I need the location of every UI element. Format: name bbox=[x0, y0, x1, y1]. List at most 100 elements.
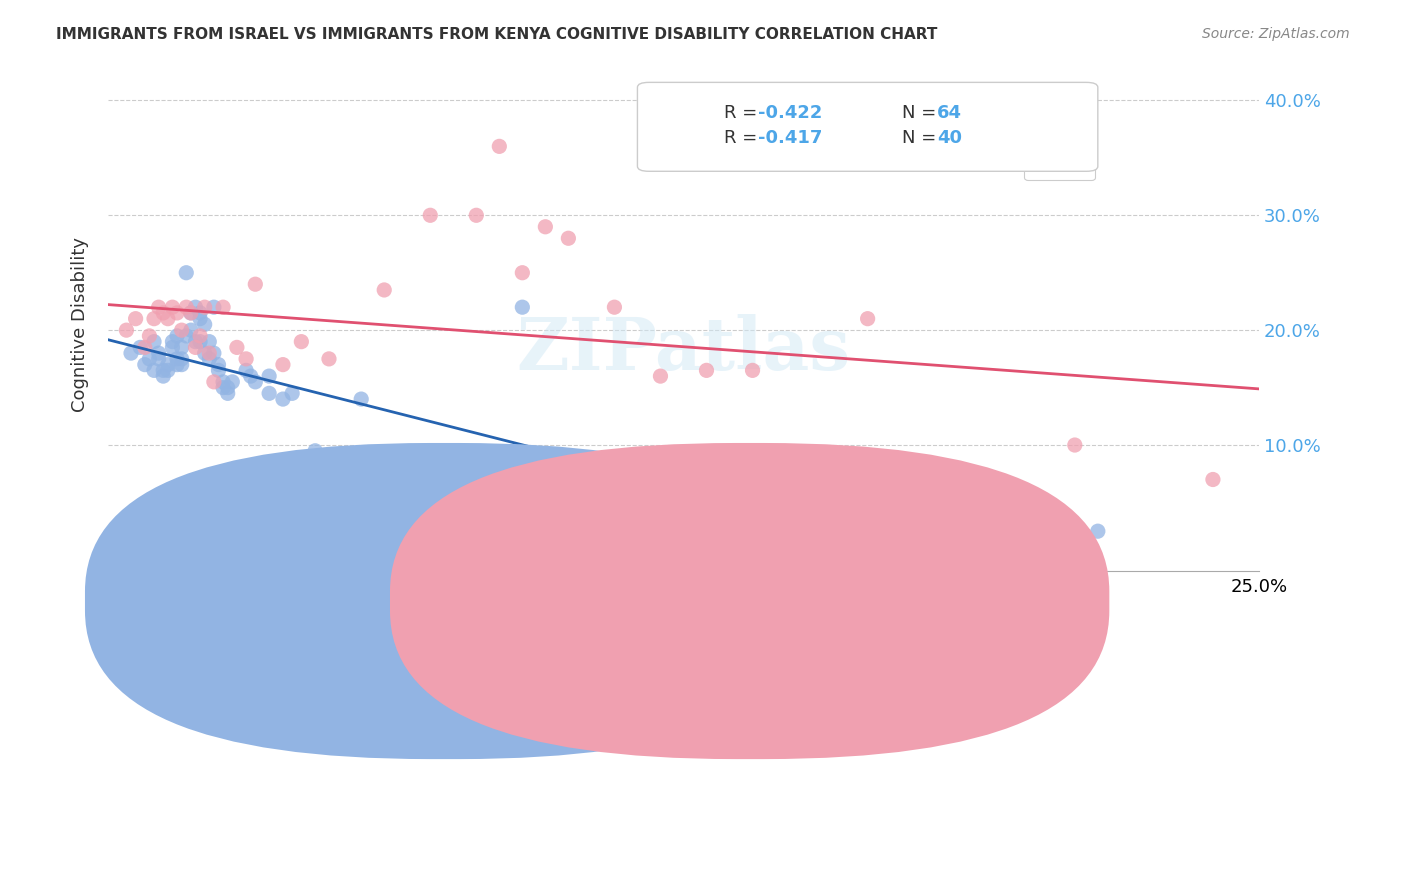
Point bbox=[1202, 473, 1225, 487]
Point bbox=[156, 358, 179, 372]
Point bbox=[143, 334, 166, 349]
Point bbox=[124, 311, 146, 326]
FancyBboxPatch shape bbox=[84, 443, 804, 759]
Point bbox=[170, 340, 193, 354]
Point bbox=[194, 346, 217, 360]
Point bbox=[166, 351, 188, 366]
Point bbox=[1063, 438, 1085, 452]
Point bbox=[138, 351, 160, 366]
Point bbox=[188, 311, 211, 326]
Point bbox=[245, 375, 267, 389]
Point bbox=[245, 277, 267, 292]
Point bbox=[650, 369, 672, 384]
Point bbox=[212, 381, 235, 395]
Point bbox=[188, 334, 211, 349]
Point bbox=[534, 219, 557, 234]
Point bbox=[488, 139, 510, 153]
Point bbox=[184, 340, 207, 354]
Point bbox=[180, 323, 202, 337]
Point bbox=[170, 351, 193, 366]
Text: ZIPatlas: ZIPatlas bbox=[516, 314, 851, 384]
Point bbox=[166, 306, 188, 320]
Point bbox=[148, 351, 170, 366]
Point bbox=[148, 346, 170, 360]
Point bbox=[152, 363, 174, 377]
Point bbox=[221, 375, 243, 389]
Text: R =: R = bbox=[724, 104, 763, 122]
Point bbox=[148, 300, 170, 314]
Point bbox=[396, 507, 419, 521]
Point bbox=[512, 300, 534, 314]
Point bbox=[143, 311, 166, 326]
Point bbox=[166, 329, 188, 343]
Text: -0.422: -0.422 bbox=[758, 104, 823, 122]
Y-axis label: Cognitive Disability: Cognitive Disability bbox=[72, 237, 89, 412]
Point bbox=[115, 323, 138, 337]
Point bbox=[184, 300, 207, 314]
Point bbox=[198, 346, 221, 360]
Point bbox=[695, 507, 717, 521]
Text: N =: N = bbox=[903, 104, 942, 122]
Point bbox=[134, 358, 156, 372]
Point bbox=[207, 363, 229, 377]
Point bbox=[225, 340, 247, 354]
Point bbox=[170, 323, 193, 337]
Point bbox=[180, 306, 202, 320]
Point bbox=[212, 300, 235, 314]
Point bbox=[328, 455, 350, 469]
Point bbox=[202, 300, 225, 314]
Point bbox=[162, 300, 184, 314]
Point bbox=[174, 300, 197, 314]
Point bbox=[488, 490, 510, 504]
Point bbox=[350, 392, 373, 406]
FancyBboxPatch shape bbox=[389, 443, 1109, 759]
Text: Source: ZipAtlas.com: Source: ZipAtlas.com bbox=[1202, 27, 1350, 41]
Point bbox=[170, 358, 193, 372]
Text: -0.417: -0.417 bbox=[758, 129, 823, 147]
Point bbox=[419, 208, 441, 222]
Point bbox=[465, 208, 488, 222]
Point bbox=[695, 363, 717, 377]
Text: Immigrants from Kenya: Immigrants from Kenya bbox=[758, 606, 953, 624]
Point bbox=[557, 231, 579, 245]
Point bbox=[174, 266, 197, 280]
Point bbox=[557, 478, 579, 492]
Point bbox=[207, 358, 229, 372]
Point bbox=[949, 518, 972, 533]
Point bbox=[257, 369, 280, 384]
Point bbox=[290, 334, 312, 349]
Point bbox=[1087, 524, 1109, 539]
Point bbox=[194, 300, 217, 314]
Point bbox=[198, 334, 221, 349]
Text: 40: 40 bbox=[936, 129, 962, 147]
Point bbox=[271, 358, 294, 372]
Text: IMMIGRANTS FROM ISRAEL VS IMMIGRANTS FROM KENYA COGNITIVE DISABILITY CORRELATION: IMMIGRANTS FROM ISRAEL VS IMMIGRANTS FRO… bbox=[56, 27, 938, 42]
Point bbox=[162, 334, 184, 349]
Point bbox=[603, 300, 626, 314]
Point bbox=[217, 381, 239, 395]
Legend: , : , bbox=[1024, 96, 1094, 180]
Point bbox=[603, 478, 626, 492]
Point bbox=[152, 306, 174, 320]
Text: N =: N = bbox=[903, 129, 942, 147]
Point bbox=[212, 375, 235, 389]
Point bbox=[235, 351, 257, 366]
Text: Immigrants from Israel: Immigrants from Israel bbox=[450, 606, 640, 624]
Point bbox=[290, 478, 312, 492]
Point bbox=[174, 329, 197, 343]
Point bbox=[194, 318, 217, 332]
Point bbox=[419, 478, 441, 492]
FancyBboxPatch shape bbox=[637, 82, 1098, 171]
Point bbox=[162, 340, 184, 354]
Point bbox=[188, 306, 211, 320]
Point bbox=[129, 340, 152, 354]
Point bbox=[373, 283, 395, 297]
Text: R =: R = bbox=[724, 129, 763, 147]
Point bbox=[202, 346, 225, 360]
Point bbox=[257, 386, 280, 401]
Point bbox=[184, 334, 207, 349]
Point bbox=[120, 346, 142, 360]
Point bbox=[188, 329, 211, 343]
Point bbox=[156, 363, 179, 377]
Point bbox=[512, 266, 534, 280]
